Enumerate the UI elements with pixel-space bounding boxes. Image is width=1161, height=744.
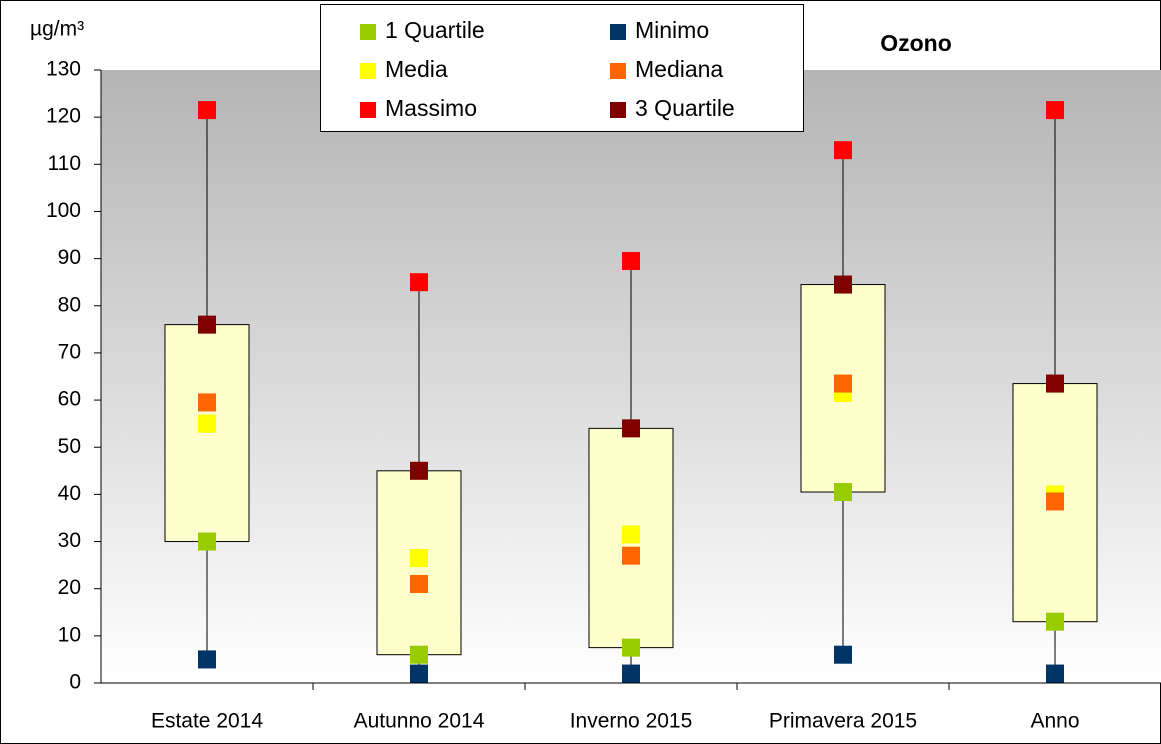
marker <box>410 664 428 683</box>
y-tick-label: 100 <box>46 199 81 222</box>
marker <box>1046 612 1064 631</box>
marker <box>198 414 216 433</box>
legend-swatch <box>360 24 376 40</box>
legend-swatch <box>360 102 376 118</box>
marker <box>410 574 428 593</box>
legend-label: Media <box>385 56 448 82</box>
marker <box>834 374 852 393</box>
marker <box>198 532 216 551</box>
y-tick-label: 30 <box>58 529 81 552</box>
marker <box>410 549 428 568</box>
legend-swatch <box>610 63 626 79</box>
marker <box>198 101 216 120</box>
x-tick-label: Primavera 2015 <box>769 710 917 733</box>
y-tick-label: 0 <box>69 671 81 694</box>
y-tick-label: 120 <box>46 105 81 128</box>
y-tick-label: 80 <box>58 293 81 316</box>
x-tick-label: Autunno 2014 <box>354 710 485 733</box>
legend-swatch <box>610 102 626 118</box>
marker <box>622 419 640 438</box>
legend-label: 1 Quartile <box>385 17 485 43</box>
chart-title: Ozono <box>880 30 952 56</box>
y-tick-label: 70 <box>58 340 81 363</box>
y-tick-label: 130 <box>46 58 81 81</box>
marker <box>622 525 640 544</box>
y-axis-label: µg/m³ <box>30 18 84 41</box>
marker <box>834 483 852 502</box>
legend-label: 3 Quartile <box>635 95 735 121</box>
marker <box>1046 492 1064 511</box>
marker <box>198 393 216 412</box>
marker <box>834 275 852 294</box>
y-tick-label: 110 <box>48 152 81 175</box>
marker <box>622 664 640 683</box>
marker <box>834 645 852 664</box>
y-tick-label: 60 <box>58 388 81 411</box>
x-tick-label: Inverno 2015 <box>570 710 693 733</box>
x-tick-label: Anno <box>1030 710 1079 733</box>
y-tick-label: 40 <box>58 482 81 505</box>
y-tick-label: 90 <box>58 246 81 269</box>
y-tick-label: 50 <box>58 435 81 458</box>
marker <box>1046 101 1064 120</box>
marker <box>622 638 640 657</box>
y-tick-label: 20 <box>58 576 81 599</box>
marker <box>622 251 640 270</box>
marker <box>834 141 852 160</box>
marker <box>410 461 428 480</box>
marker <box>198 315 216 334</box>
legend-swatch <box>360 63 376 79</box>
marker <box>410 273 428 292</box>
x-tick-label: Estate 2014 <box>151 710 263 733</box>
legend <box>320 4 804 132</box>
box <box>164 324 250 543</box>
marker <box>1046 374 1064 393</box>
legend-swatch <box>610 24 626 40</box>
marker <box>1046 664 1064 683</box>
marker <box>198 650 216 669</box>
y-tick-label: 10 <box>58 623 81 646</box>
legend-label: Minimo <box>635 17 709 43</box>
legend-label: Massimo <box>385 95 477 121</box>
marker <box>410 645 428 664</box>
marker <box>622 546 640 565</box>
legend-label: Mediana <box>635 56 723 82</box>
